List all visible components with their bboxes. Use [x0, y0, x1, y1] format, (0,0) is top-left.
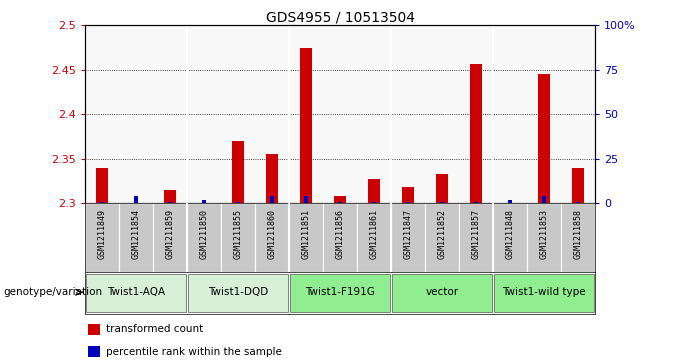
Bar: [187, 203, 221, 272]
Bar: [392, 274, 492, 312]
Bar: [255, 203, 289, 272]
Text: vector: vector: [426, 287, 458, 297]
Bar: [85, 203, 119, 272]
Bar: [202, 200, 206, 203]
Text: GSM1211851: GSM1211851: [301, 209, 311, 259]
Bar: [86, 274, 186, 312]
Text: GSM1211857: GSM1211857: [471, 209, 481, 259]
Text: genotype/variation: genotype/variation: [3, 287, 103, 297]
Bar: [88, 346, 101, 357]
Text: GSM1211855: GSM1211855: [233, 209, 243, 259]
Title: GDS4955 / 10513504: GDS4955 / 10513504: [265, 10, 415, 24]
Bar: [168, 201, 172, 203]
Text: Twist1-DQD: Twist1-DQD: [208, 287, 268, 297]
Text: GSM1211861: GSM1211861: [369, 209, 379, 259]
Bar: [164, 190, 176, 203]
Text: GSM1211859: GSM1211859: [165, 209, 175, 259]
Bar: [402, 187, 414, 203]
Bar: [425, 203, 459, 272]
Bar: [368, 179, 380, 203]
Bar: [538, 74, 550, 203]
Bar: [357, 203, 391, 272]
Bar: [493, 203, 527, 272]
Text: percentile rank within the sample: percentile rank within the sample: [106, 347, 282, 357]
Bar: [372, 201, 376, 203]
Text: GSM1211856: GSM1211856: [335, 209, 345, 259]
Bar: [527, 203, 561, 272]
Bar: [134, 196, 138, 203]
Bar: [266, 154, 278, 203]
Bar: [304, 196, 308, 203]
Bar: [436, 174, 448, 203]
Text: GSM1211858: GSM1211858: [573, 209, 583, 259]
Bar: [289, 203, 323, 272]
Bar: [338, 201, 342, 203]
Bar: [232, 141, 244, 203]
Text: GSM1211860: GSM1211860: [267, 209, 277, 259]
Text: GSM1211847: GSM1211847: [403, 209, 413, 259]
Bar: [290, 274, 390, 312]
Bar: [300, 48, 312, 203]
Text: Twist1-AQA: Twist1-AQA: [107, 287, 165, 297]
Bar: [391, 203, 425, 272]
Bar: [494, 274, 594, 312]
Bar: [508, 200, 512, 203]
Bar: [323, 203, 357, 272]
Text: GSM1211854: GSM1211854: [131, 209, 141, 259]
Bar: [542, 196, 546, 203]
Bar: [561, 203, 595, 272]
Text: GSM1211853: GSM1211853: [539, 209, 549, 259]
Text: GSM1211849: GSM1211849: [97, 209, 107, 259]
Bar: [100, 201, 104, 203]
Bar: [188, 274, 288, 312]
Bar: [236, 201, 240, 203]
Bar: [119, 203, 153, 272]
Text: GSM1211848: GSM1211848: [505, 209, 515, 259]
Bar: [459, 203, 493, 272]
Text: transformed count: transformed count: [106, 324, 204, 334]
Bar: [474, 201, 478, 203]
Bar: [572, 168, 584, 203]
Text: Twist1-wild type: Twist1-wild type: [503, 287, 585, 297]
Bar: [406, 201, 410, 203]
Text: Twist1-F191G: Twist1-F191G: [305, 287, 375, 297]
Text: GSM1211850: GSM1211850: [199, 209, 209, 259]
Bar: [153, 203, 187, 272]
Bar: [576, 201, 580, 203]
Bar: [96, 168, 108, 203]
Bar: [440, 201, 444, 203]
Text: GSM1211852: GSM1211852: [437, 209, 447, 259]
Bar: [221, 203, 255, 272]
Bar: [88, 324, 101, 335]
Bar: [470, 64, 482, 203]
Bar: [270, 196, 274, 203]
Bar: [334, 196, 346, 203]
